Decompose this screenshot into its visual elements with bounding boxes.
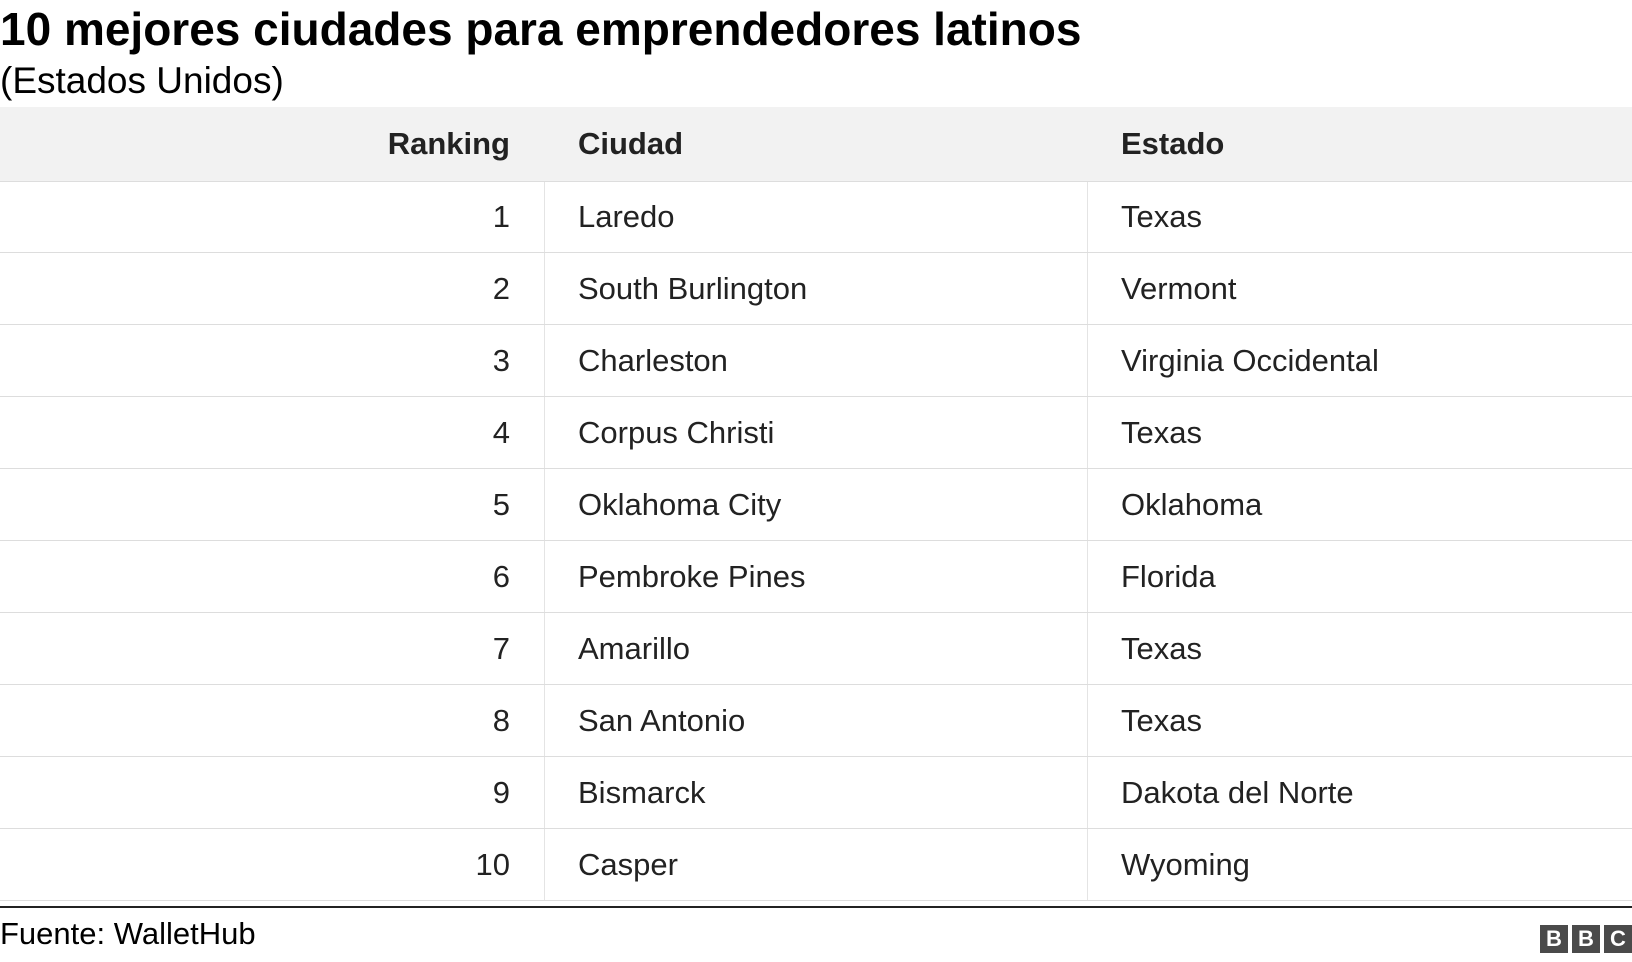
table-row: 6 Pembroke Pines Florida — [0, 541, 1632, 613]
table-cell: Texas — [1121, 630, 1202, 666]
title: 10 mejores ciudades para emprendedores l… — [0, 3, 1082, 55]
logo-letter: C — [1604, 925, 1632, 953]
table-cell: Amarillo — [578, 630, 690, 666]
table-cell: Vermont — [1121, 270, 1237, 306]
table-cell: 9 — [492, 774, 510, 810]
table-cell: Wyoming — [1121, 846, 1250, 882]
table-cell: 6 — [492, 558, 510, 594]
table-cell: Virginia Occidental — [1121, 342, 1379, 378]
source: Fuente: WalletHub — [0, 916, 256, 951]
table-row: 9 Bismarck Dakota del Norte — [0, 757, 1632, 829]
logo-letter: B — [1540, 925, 1568, 953]
table-cell: 4 — [492, 414, 510, 450]
table-cell: 2 — [492, 270, 510, 306]
subtitle: (Estados Unidos) — [0, 60, 284, 101]
table-cell: Dakota del Norte — [1121, 774, 1354, 810]
table-cell: Pembroke Pines — [578, 558, 806, 594]
table-cell: 8 — [492, 702, 510, 738]
column-header: Ciudad — [578, 126, 684, 161]
column-divider — [544, 107, 545, 900]
table-row: 2 South Burlington Vermont — [0, 253, 1632, 325]
table-cell: Oklahoma City — [578, 486, 782, 522]
table-row: 10 Casper Wyoming — [0, 829, 1632, 901]
header-row: Ranking Ciudad Estado — [0, 107, 1632, 182]
table-row: 4 Corpus Christi Texas — [0, 397, 1632, 469]
column-divider — [1087, 107, 1088, 900]
table-cell: Bismarck — [578, 774, 706, 810]
table-row: 7 Amarillo Texas — [0, 613, 1632, 685]
table-cell: 1 — [492, 198, 510, 234]
table-row: 3 Charleston Virginia Occidental — [0, 325, 1632, 397]
table-cell: Casper — [578, 846, 678, 882]
table-cell: Texas — [1121, 702, 1202, 738]
table-cell: Florida — [1121, 558, 1216, 594]
table-cell: San Antonio — [578, 702, 746, 738]
column-header: Ranking — [387, 126, 510, 161]
logo-letter: B — [1572, 925, 1600, 953]
table-cell: Charleston — [578, 342, 728, 378]
table-cell: 7 — [492, 630, 510, 666]
table-row: 1 Laredo Texas — [0, 181, 1632, 253]
table-cell: South Burlington — [578, 270, 808, 306]
table-cell: Texas — [1121, 414, 1202, 450]
table-cell: Corpus Christi — [578, 414, 775, 450]
table-cell: 3 — [492, 342, 510, 378]
table-row: 5 Oklahoma City Oklahoma — [0, 469, 1632, 541]
column-header: Estado — [1121, 126, 1225, 161]
table-cell: Oklahoma — [1121, 486, 1263, 522]
table-cell: 10 — [475, 846, 510, 882]
table-cell: Laredo — [578, 198, 675, 234]
footer-rule — [0, 906, 1632, 908]
table-cell: Texas — [1121, 198, 1202, 234]
table-cell: 5 — [492, 486, 510, 522]
table-row: 8 San Antonio Texas — [0, 685, 1632, 757]
